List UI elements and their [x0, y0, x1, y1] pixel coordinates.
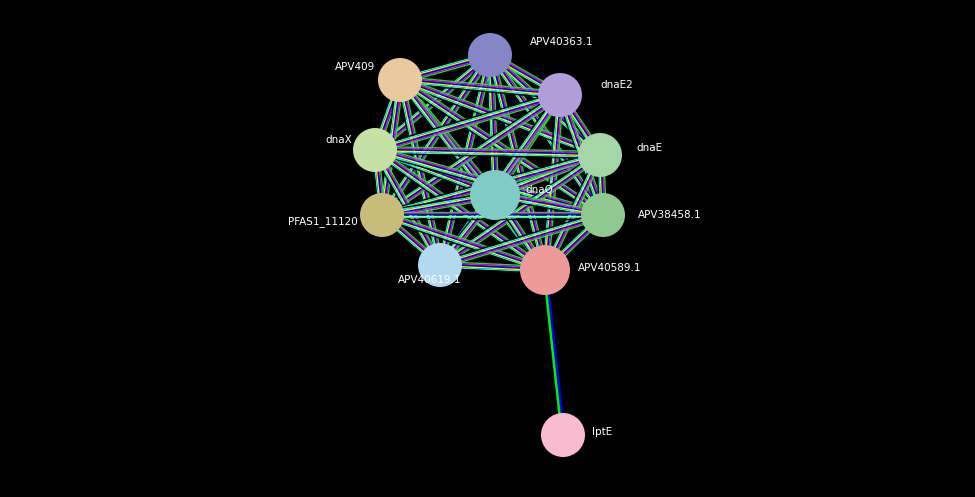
Text: APV40589.1: APV40589.1: [578, 263, 642, 273]
Text: dnaE: dnaE: [636, 143, 662, 153]
Circle shape: [578, 133, 622, 177]
Circle shape: [538, 73, 582, 117]
Circle shape: [360, 193, 404, 237]
Text: APV409: APV409: [334, 62, 375, 72]
Text: dnaE2: dnaE2: [600, 80, 633, 90]
Text: lptE: lptE: [592, 427, 612, 437]
Text: dnaQ: dnaQ: [525, 185, 553, 195]
Circle shape: [470, 170, 520, 220]
Text: APV38458.1: APV38458.1: [638, 210, 702, 220]
Circle shape: [378, 58, 422, 102]
Circle shape: [581, 193, 625, 237]
Circle shape: [418, 243, 462, 287]
Circle shape: [520, 245, 570, 295]
Text: PFAS1_11120: PFAS1_11120: [289, 217, 358, 228]
Circle shape: [541, 413, 585, 457]
Text: dnaX: dnaX: [326, 135, 352, 145]
Circle shape: [353, 128, 397, 172]
Circle shape: [468, 33, 512, 77]
Text: APV40363.1: APV40363.1: [530, 37, 594, 47]
Text: APV40619.1: APV40619.1: [398, 275, 462, 285]
